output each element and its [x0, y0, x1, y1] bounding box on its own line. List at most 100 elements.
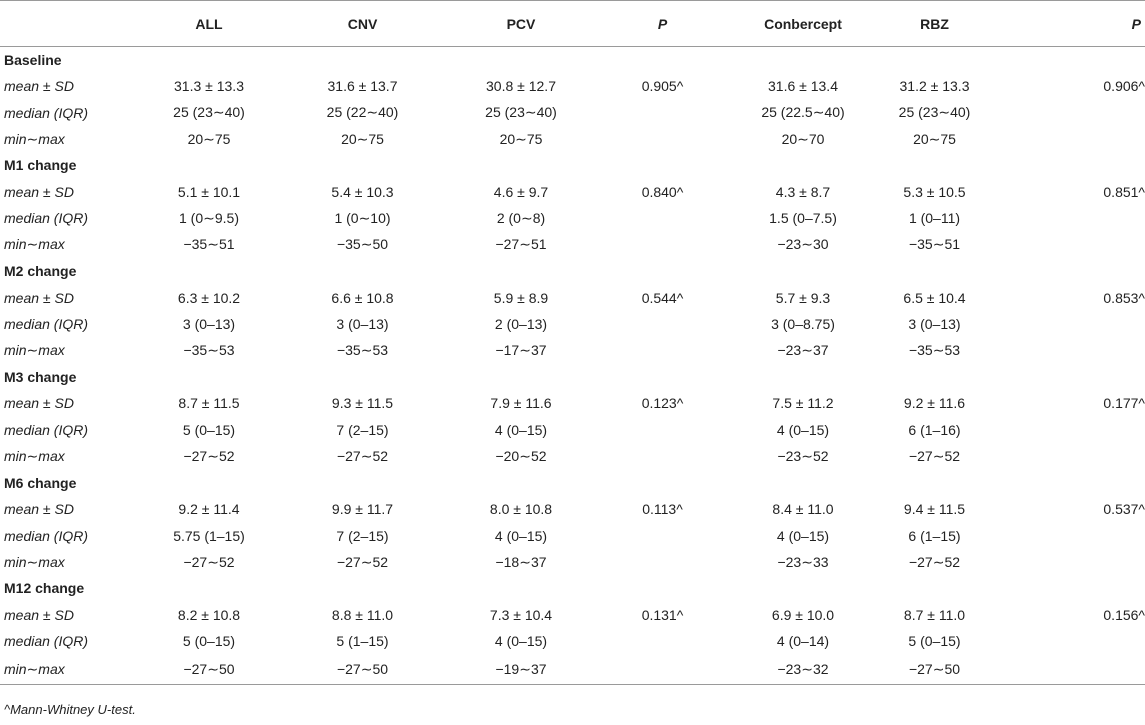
table-row: median (IQR) 5 (0–15) 5 (1–15) 4 (0–15) 4 (0…: [0, 628, 1145, 654]
cell-rbz: 3 (0–13): [908, 316, 961, 333]
cell-all: 5.1 ± 10.1: [177, 183, 241, 200]
table-row: median (IQR) 1 (0∼9.5) 1 (0∼10) 2 (0∼8) 1.5 …: [0, 205, 1145, 231]
statistics-table: ALL CNV PCV P Conbercept RBZ P Baseline m…: [0, 0, 1145, 686]
cell-conbercept: −23∼30: [777, 236, 829, 253]
cell-all: 8.2 ± 10.8: [177, 606, 241, 623]
cell-all: 1 (0∼9.5): [179, 209, 239, 226]
section-title: Baseline: [4, 51, 62, 68]
cell-all: 3 (0–13): [182, 316, 236, 333]
row-label: min∼max: [4, 342, 65, 359]
cell-p-value-1: [585, 417, 740, 443]
cell-rbz: 8.7 ± 11.0: [903, 606, 966, 623]
cell-pcv: 2 (0∼8): [496, 209, 546, 226]
cell-pcv: 20∼75: [499, 130, 543, 147]
row-label: min∼max: [4, 553, 65, 570]
cell-rbz: 9.2 ± 11.6: [903, 395, 966, 412]
table-row: median (IQR) 3 (0–13) 3 (0–13) 2 (0–13) 3 (0…: [0, 311, 1145, 337]
cell-conbercept: 5.7 ± 9.3: [775, 289, 831, 306]
header-pcv: PCV: [457, 0, 585, 47]
cell-p-value-2: 0.177^: [1103, 395, 1145, 412]
cell-conbercept: −23∼33: [777, 553, 829, 570]
cell-p-value-2: [1003, 311, 1145, 337]
cell-cnv: 20∼75: [341, 130, 384, 147]
cell-p-value-1: [585, 205, 740, 231]
cell-pcv: 5.9 ± 8.9: [493, 289, 549, 306]
cell-all: −27∼50: [150, 654, 268, 686]
cell-p-value-2: 0.156^: [1103, 606, 1145, 623]
cell-pcv: 8.0 ± 10.8: [489, 501, 553, 518]
cell-p-value-2: 0.906^: [1103, 78, 1145, 95]
cell-rbz: −27∼50: [866, 654, 1003, 686]
cell-cnv: −27∼52: [336, 553, 389, 570]
row-label: median (IQR): [4, 210, 89, 227]
row-label: mean ± SD: [4, 183, 74, 200]
cell-all: 5 (0–15): [182, 421, 236, 438]
cell-pcv: −20∼52: [495, 447, 547, 464]
header-all: ALL: [150, 0, 268, 47]
cell-all: 9.2 ± 11.4: [178, 501, 240, 518]
cell-conbercept: −23∼52: [777, 447, 829, 464]
table-row: median (IQR) 25 (23∼40) 25 (22∼40) 25 (23∼4…: [0, 99, 1145, 125]
row-label: median (IQR): [4, 104, 89, 121]
cell-pcv: 4.6 ± 9.7: [493, 183, 549, 200]
section-row: M6 change: [0, 470, 1145, 496]
cell-p-value-2: 0.853^: [1103, 289, 1145, 306]
cell-p-value-1: [585, 522, 740, 548]
cell-rbz: 1 (0–11): [908, 210, 961, 227]
cell-all: 8.7 ± 11.5: [178, 395, 240, 412]
table-row: median (IQR) 5 (0–15) 7 (2–15) 4 (0–15) 4 (0…: [0, 417, 1145, 443]
cell-conbercept: 7.5 ± 11.2: [772, 395, 834, 412]
header-rbz: RBZ: [866, 0, 1003, 47]
cell-pcv: 4 (0–15): [494, 527, 548, 544]
header-blank: [0, 0, 150, 47]
cell-p-value-1: 0.905^: [641, 78, 684, 95]
cell-cnv: 6.6 ± 10.8: [331, 289, 394, 306]
cell-pcv: 4 (0–15): [494, 633, 548, 650]
row-label: median (IQR): [4, 633, 89, 650]
cell-p-value-2: 0.537^: [1103, 501, 1145, 518]
row-label: mean ± SD: [4, 606, 74, 623]
cell-cnv: 5 (1–15): [336, 633, 389, 650]
cell-all: 25 (23∼40): [173, 104, 245, 121]
section-row: Baseline: [0, 47, 1145, 73]
cell-conbercept: 8.4 ± 11.0: [772, 501, 834, 518]
cell-conbercept: 4 (0–14): [776, 633, 830, 650]
section-title: M3 change: [4, 368, 77, 385]
cell-rbz: 20∼75: [913, 130, 956, 147]
cell-all: 6.3 ± 10.2: [177, 289, 241, 306]
cell-all: −27∼52: [183, 447, 235, 464]
cell-p-value-2: [1003, 99, 1145, 125]
row-label: min∼max: [4, 447, 65, 464]
row-label: min∼max: [4, 130, 65, 147]
section-row: M2 change: [0, 258, 1145, 284]
cell-pcv: −27∼51: [495, 236, 547, 253]
cell-rbz: 25 (23∼40): [898, 104, 971, 121]
cell-cnv: 31.6 ± 13.7: [327, 78, 398, 95]
section-title: M12 change: [4, 580, 85, 597]
cell-cnv: 5.4 ± 10.3: [331, 183, 394, 200]
cell-p-value-1: [585, 549, 740, 575]
header-row: ALL CNV PCV P Conbercept RBZ P: [0, 0, 1145, 47]
cell-p-value-1: [585, 654, 740, 686]
cell-p-value-1: [585, 126, 740, 152]
cell-p-value-2: [1003, 628, 1145, 654]
cell-all: 20∼75: [187, 130, 231, 147]
cell-conbercept: −23∼37: [777, 342, 829, 359]
cell-p-value-2: [1003, 232, 1145, 258]
table-row: min∼max −27∼52 −27∼52 −18∼37 −23∼33 −27∼52: [0, 549, 1145, 575]
cell-cnv: 25 (22∼40): [326, 104, 399, 121]
cell-p-value-2: [1003, 443, 1145, 469]
cell-rbz: −35∼51: [908, 236, 961, 253]
cell-pcv: 7.9 ± 11.6: [490, 395, 552, 412]
table-row: min∼max −35∼53 −35∼53 −17∼37 −23∼37 −35∼53: [0, 337, 1145, 363]
table-row: min∼max −27∼50 −27∼50 −19∼37 −23∼32 −27∼50: [0, 654, 1145, 686]
cell-conbercept: 25 (22.5∼40): [761, 104, 845, 121]
header-conbercept: Conbercept: [740, 0, 866, 47]
cell-rbz: 9.4 ± 11.5: [903, 501, 966, 518]
row-label: mean ± SD: [4, 289, 74, 306]
cell-pcv: −18∼37: [495, 553, 547, 570]
cell-p-value-2: [1003, 205, 1145, 231]
cell-cnv: 7 (2–15): [336, 527, 389, 544]
cell-rbz: 6 (1–15): [908, 527, 961, 544]
